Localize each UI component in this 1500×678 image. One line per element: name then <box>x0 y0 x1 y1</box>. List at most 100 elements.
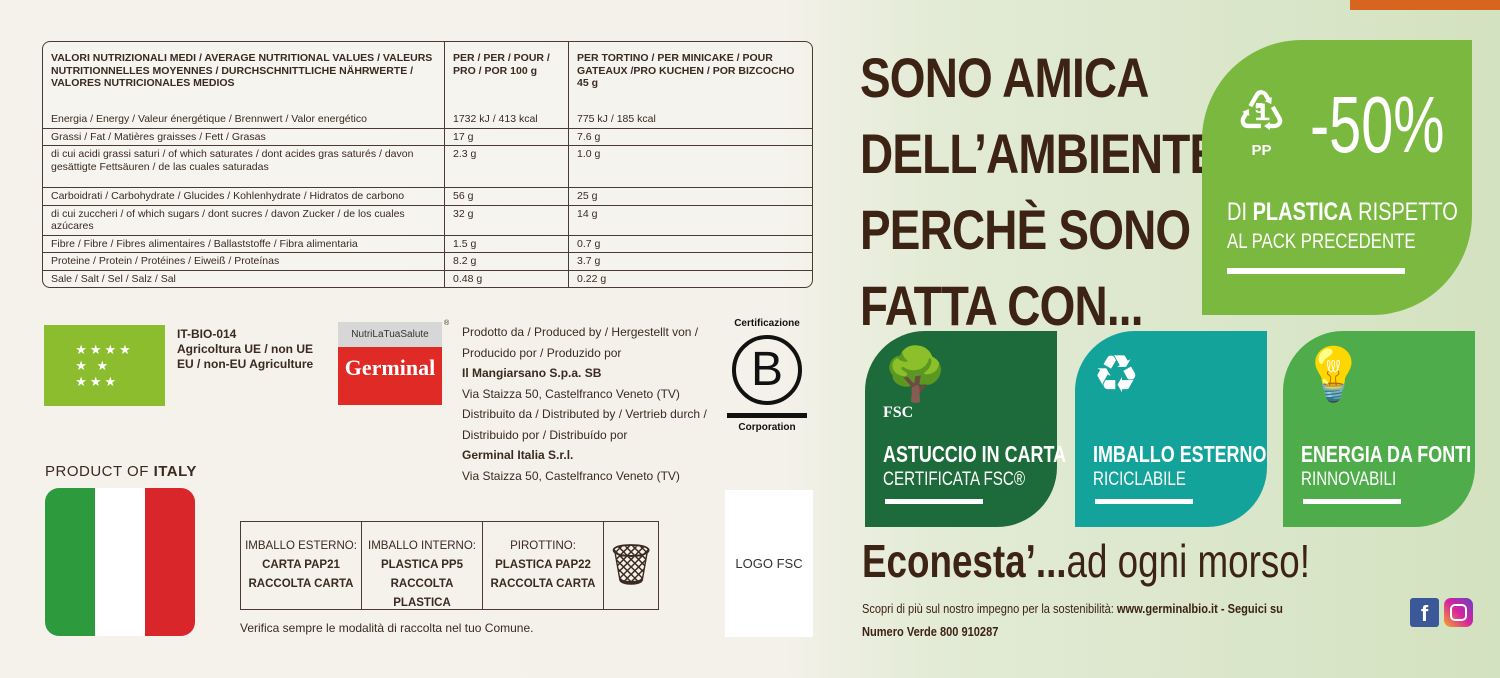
slogan-rest: ad ogni morso! <box>1066 535 1310 587</box>
table-cell: 56 g <box>445 188 569 206</box>
fsc-tree-icon: 🌳 FSC <box>883 346 948 421</box>
table-cell: Carboidrati / Carbohydrate / Glucides / … <box>43 188 445 206</box>
resin-code: 5 <box>1255 100 1264 117</box>
headline-line: PERCHÈ SONO <box>860 198 1191 261</box>
table-cell: 3.7 g <box>569 253 812 271</box>
underline <box>1095 499 1193 504</box>
tile-title: IMBALLO ESTERNO <box>1093 441 1267 467</box>
producer-info: Prodotto da / Produced by / Hergestellt … <box>462 322 707 486</box>
table-header: VALORI NUTRIZIONALI MEDI / AVERAGE NUTRI… <box>43 42 812 111</box>
organic-code: IT-BIO-014 <box>177 327 237 341</box>
header-cell: PER TORTINO / PER MINICAKE / POUR GATEAU… <box>577 52 795 89</box>
underline <box>885 499 983 504</box>
bcorp-b-icon: B <box>732 335 802 405</box>
distributed-by-label: Distribuito da / Distributed by / Vertri… <box>462 407 707 421</box>
table-cell: 7.6 g <box>569 129 812 146</box>
headline-line: FATTA CON... <box>860 274 1143 337</box>
headline-line: SONO AMICA <box>860 46 1149 109</box>
tile-title: ENERGIA DA FONTI <box>1301 441 1472 467</box>
text: PLASTICA <box>1252 198 1353 226</box>
fsc-text: FSC <box>883 404 914 421</box>
table-row: di cui acidi grassi saturi / of which sa… <box>43 146 812 188</box>
table-cell: 8.2 g <box>445 253 569 271</box>
table-row: Proteine / Protein / Protéines / Eiweiß … <box>43 253 812 271</box>
underline <box>1303 499 1401 504</box>
produced-by-label: Prodotto da / Produced by / Hergestellt … <box>462 325 699 339</box>
origin-prefix: PRODUCT OF <box>45 463 154 480</box>
fsc-logo-placeholder: LOGO FSC <box>725 490 813 637</box>
italy-flag-map-icon <box>45 488 195 636</box>
germinal-logo: NutriLaTuaSalute Germinal <box>338 322 442 405</box>
slogan: Econesta’...ad ogni morso! <box>862 534 1310 588</box>
table-cell: Fibre / Fibre / Fibres alimentaires / Ba… <box>43 235 445 253</box>
recycling-cell: IMBALLO INTERNO: PLASTICA PP5 RACCOLTA PLA… <box>362 522 483 609</box>
organic-line: Agricoltura UE / non UE <box>177 342 314 356</box>
headline-line: DELL’AMBIENTE, <box>860 122 1232 185</box>
text: DI <box>1227 198 1253 226</box>
website-link[interactable]: www.germinalbio.it <box>1116 601 1218 616</box>
table-cell: 1.5 g <box>445 235 569 253</box>
headline: SONO AMICA DELL’AMBIENTE, PERCHÈ SONO FA… <box>860 40 1232 344</box>
flag-red <box>145 488 195 636</box>
table-cell: Energia / Energy / Valeur énergétique / … <box>43 111 445 129</box>
table-cell: Grassi / Fat / Matières graisses / Fett … <box>43 128 445 146</box>
follow-us: - Seguici su <box>1217 601 1283 616</box>
lightbulb-renewable-icon: 💡 <box>1301 346 1366 404</box>
plastic-reduction-value: -50% <box>1310 80 1445 169</box>
table-row: Sale / Salt / Sel / Salz / Sal 0.48 g 0.22… <box>43 270 812 287</box>
distributed-by-label: Distribuido por / Distribuído por <box>462 427 628 442</box>
recycling-label: IMBALLO ESTERNO: <box>245 540 357 552</box>
table-cell: Sale / Salt / Sel / Salz / Sal <box>43 270 445 287</box>
tile-energy: 💡 ENERGIA DA FONTI RINNOVABILI <box>1283 331 1475 527</box>
table-cell: di cui acidi grassi saturi / of which sa… <box>43 146 445 188</box>
plastic-line2: AL PACK PRECEDENTE <box>1227 230 1416 253</box>
recycling-label: IMBALLO INTERNO: <box>368 540 476 552</box>
table-row: Energia / Energy / Valeur énergétique / … <box>43 111 812 129</box>
recycling-label: PIROTTINO: <box>510 540 576 552</box>
table-cell: 14 g <box>569 206 812 236</box>
recycling-cell: PIROTTINO: PLASTICA PAP22 RACCOLTA CARTA <box>483 522 604 609</box>
bcorp-bar <box>727 413 807 418</box>
facebook-icon[interactable]: f <box>1410 598 1439 627</box>
table-cell: 25 g <box>569 188 812 206</box>
produced-by-label: Producido por / Produzido por <box>462 345 622 360</box>
recycling-note: Verifica sempre le modalità di raccolta … <box>240 621 534 635</box>
instagram-icon[interactable] <box>1444 598 1473 627</box>
nutrition-table: VALORI NUTRIZIONALI MEDI / AVERAGE NUTRI… <box>42 41 813 288</box>
tile-fsc: 🌳 FSC ASTUCCIO IN CARTA CERTIFICATA FSC® <box>865 331 1066 527</box>
distributor-address: Via Staizza 50, Castelfranco Veneto (TV) <box>462 468 680 483</box>
tile-subtitle: CERTIFICATA FSC® <box>883 469 1026 490</box>
table-cell: di cui zuccheri / of which sugars / dont… <box>43 205 445 236</box>
underline <box>1227 268 1405 274</box>
tile-recyclable: ♻ IMBALLO ESTERNO RICICLABILE <box>1075 331 1267 527</box>
distributor-name: Germinal Italia S.r.l. <box>462 448 574 462</box>
recycling-table: IMBALLO ESTERNO: CARTA PAP21 RACCOLTA CART… <box>240 521 659 610</box>
recycling-material: CARTA PAP21 <box>262 559 340 571</box>
tile-title: ASTUCCIO IN CARTA <box>883 441 1067 467</box>
phone-number: Numero Verde 800 910287 <box>862 624 999 639</box>
table-row: Grassi / Fat / Matières graisses / Fett … <box>43 128 812 146</box>
table-cell: Proteine / Protein / Protéines / Eiweiß … <box>43 253 445 271</box>
bcorp-top: Certificazione <box>734 318 800 329</box>
bcorp-logo: Certificazione B Corporation <box>722 318 812 433</box>
slogan-bold: Econesta’... <box>862 535 1067 587</box>
recycling-collection: RACCOLTA CARTA <box>490 578 596 590</box>
table-cell: 1732 kJ / 413 kcal <box>445 111 569 129</box>
recycle-pp5-icon: ♳ 5 PP <box>1224 80 1299 158</box>
footer-text: Scopri di più sul nostro impegno per la … <box>862 601 1283 616</box>
recycling-collection: RACCOLTA CARTA <box>248 578 354 590</box>
organic-certification: IT-BIO-014 Agricoltura UE / non UE EU / … <box>177 327 313 372</box>
product-of-italy: PRODUCT OF ITALY <box>45 463 197 480</box>
table-cell: 0.7 g <box>569 236 812 253</box>
recycling-cell: IMBALLO ESTERNO: CARTA PAP21 RACCOLTA CART… <box>241 522 362 609</box>
origin-country: ITALY <box>153 463 197 480</box>
orange-strip <box>1350 0 1500 10</box>
resin-type: PP <box>1251 142 1272 159</box>
table-cell: 17 g <box>445 128 569 146</box>
recycling-collection: RACCOLTA PLASTICA <box>390 578 454 609</box>
producer-name: Il Mangiarsano S.p.a. SB <box>462 366 602 380</box>
table-row: Fibre / Fibre / Fibres alimentaires / Ba… <box>43 235 812 253</box>
table-cell: 32 g <box>445 205 569 236</box>
table-cell: 2.3 g <box>445 146 569 188</box>
flag-green <box>45 488 95 636</box>
